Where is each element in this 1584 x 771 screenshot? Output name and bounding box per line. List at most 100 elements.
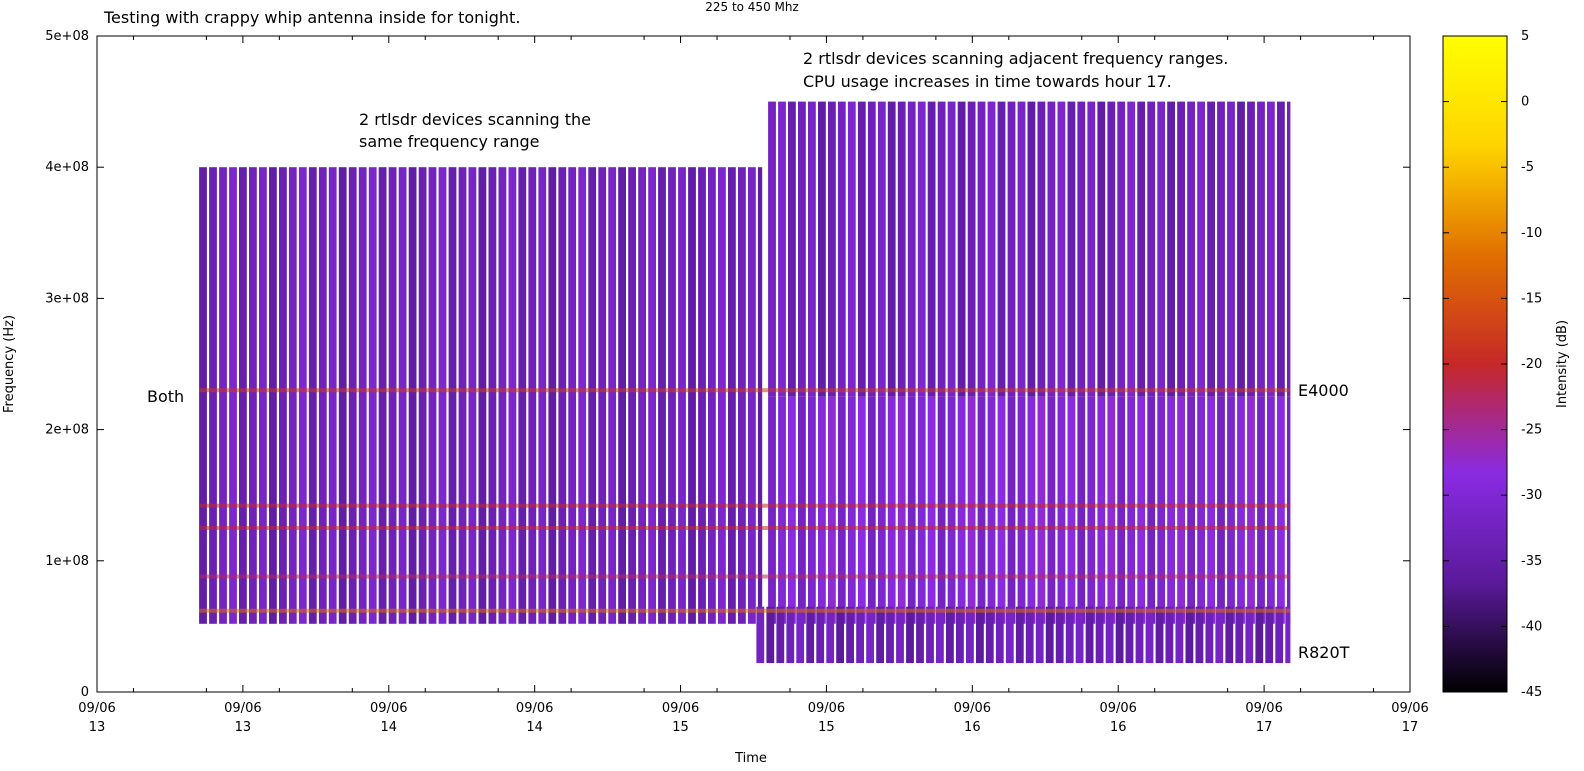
scan-stripe xyxy=(1225,606,1234,664)
scan-stripe xyxy=(926,606,934,664)
scan-stripe xyxy=(778,396,786,624)
scan-stripe xyxy=(1285,606,1291,664)
annotation-both: Both xyxy=(147,387,184,406)
scan-stripe xyxy=(1235,606,1244,664)
scan-stripe xyxy=(886,606,894,664)
scan-stripe xyxy=(796,606,805,664)
scan-stripe xyxy=(1175,606,1184,664)
scan-stripe xyxy=(917,396,926,624)
signal-band xyxy=(199,526,1291,530)
scan-stripe xyxy=(808,101,816,397)
scan-stripe xyxy=(348,167,357,624)
scan-stripe xyxy=(1245,606,1254,664)
scan-stripe xyxy=(1187,101,1195,397)
y-tick-label: 0 xyxy=(81,685,89,700)
scan-stripe xyxy=(1137,101,1146,397)
scan-stripe xyxy=(877,101,886,397)
scan-stripe xyxy=(1247,396,1255,624)
scan-stripe xyxy=(857,101,866,397)
scan-stripe xyxy=(786,606,795,664)
scan-stripe xyxy=(1135,606,1144,664)
scan-stripe xyxy=(1237,396,1245,624)
scan-stripe xyxy=(866,606,874,664)
scan-stripe xyxy=(568,167,577,624)
scan-stripe xyxy=(1195,606,1204,664)
scan-stripe xyxy=(1025,606,1034,664)
scan-stripe xyxy=(1155,606,1164,664)
colorbar-ticks: 5 0 -5 -10 -15 -20 -25 -30 -35 -40 -45 xyxy=(1443,29,1542,700)
scan-stripe xyxy=(1187,396,1195,624)
scan-stripe xyxy=(1077,101,1086,397)
x-tick-date-label: 09/06 xyxy=(1245,701,1282,716)
scan-stripe xyxy=(1047,396,1056,624)
scan-stripe xyxy=(558,167,567,624)
scan-stripe xyxy=(1257,396,1265,624)
scan-stripe xyxy=(378,167,387,624)
scan-stripe xyxy=(1117,101,1126,397)
scan-stripe xyxy=(1085,606,1094,664)
scan-stripe xyxy=(708,167,716,624)
scan-stripe xyxy=(1077,396,1086,624)
scan-stripe xyxy=(828,396,836,624)
scan-stripe xyxy=(957,396,966,624)
scan-stripe xyxy=(1057,101,1066,397)
x-tick-hour-label: 15 xyxy=(672,720,689,735)
scan-stripe xyxy=(788,396,796,624)
scan-stripe xyxy=(1015,606,1024,664)
scan-stripe xyxy=(836,606,844,664)
scan-stripe xyxy=(1265,606,1274,664)
scan-region-e4000 xyxy=(768,396,1291,624)
scan-stripe xyxy=(1017,396,1026,624)
scan-stripe xyxy=(897,101,906,397)
scan-stripe xyxy=(1165,606,1174,664)
scan-stripe xyxy=(288,167,297,624)
scan-stripe xyxy=(856,606,864,664)
scan-stripe xyxy=(837,101,846,397)
scan-stripe xyxy=(837,396,846,624)
scan-stripe xyxy=(1007,396,1016,624)
scan-stripe xyxy=(1055,606,1064,664)
scan-stripe xyxy=(468,167,477,624)
scan-stripe xyxy=(1267,396,1275,624)
scan-stripe xyxy=(826,606,835,664)
y-tick-label: 4e+08 xyxy=(45,160,89,175)
scan-stripe xyxy=(1105,606,1114,664)
colorbar-tick-label: 5 xyxy=(1521,29,1529,44)
scan-stripe xyxy=(458,167,467,624)
scan-stripe xyxy=(518,167,527,624)
scan-stripe xyxy=(867,396,876,624)
scan-stripe xyxy=(806,606,815,664)
scan-stripe xyxy=(368,167,377,624)
scan-stripe xyxy=(1097,101,1106,397)
annotation-same-range-line1: 2 rtlsdr devices scanning the xyxy=(359,110,591,129)
x-tick-hour-label: 14 xyxy=(381,720,398,735)
signal-band xyxy=(199,574,1291,579)
colorbar-tick-label: -25 xyxy=(1521,423,1542,438)
scan-stripe xyxy=(1217,396,1225,624)
scan-stripe xyxy=(977,396,986,624)
x-tick-hour-label: 17 xyxy=(1402,720,1419,735)
x-tick-date-label: 09/06 xyxy=(1391,701,1428,716)
scan-stripe xyxy=(498,167,507,624)
x-axis: 09/06 13 09/06 13 09/06 14 09/06 14 09/06 15 09/06… xyxy=(78,36,1429,735)
scan-stripe xyxy=(977,101,986,397)
scan-stripe xyxy=(946,606,954,664)
annotation-r820t: R820T xyxy=(1298,643,1350,662)
scan-stripe xyxy=(408,167,417,624)
scan-stripe xyxy=(698,167,706,624)
scan-stripe xyxy=(788,101,796,397)
scan-stripe xyxy=(1097,396,1106,624)
x-tick-hour-label: 13 xyxy=(235,720,252,735)
scan-stripe xyxy=(1115,606,1124,664)
scan-stripe xyxy=(628,167,636,624)
annotation-adjacent-line2: CPU usage increases in time towards hour… xyxy=(803,72,1172,91)
scan-stripe xyxy=(937,101,946,397)
scan-stripe xyxy=(987,396,996,624)
scan-stripe xyxy=(1205,606,1214,664)
scan-stripe xyxy=(1177,101,1185,397)
scan-stripe xyxy=(1277,101,1285,397)
colorbar-tick-label: -5 xyxy=(1521,160,1534,175)
scan-stripe xyxy=(1047,101,1056,397)
x-tick-date-label: 09/06 xyxy=(224,701,261,716)
x-tick-date-label: 09/06 xyxy=(662,701,699,716)
